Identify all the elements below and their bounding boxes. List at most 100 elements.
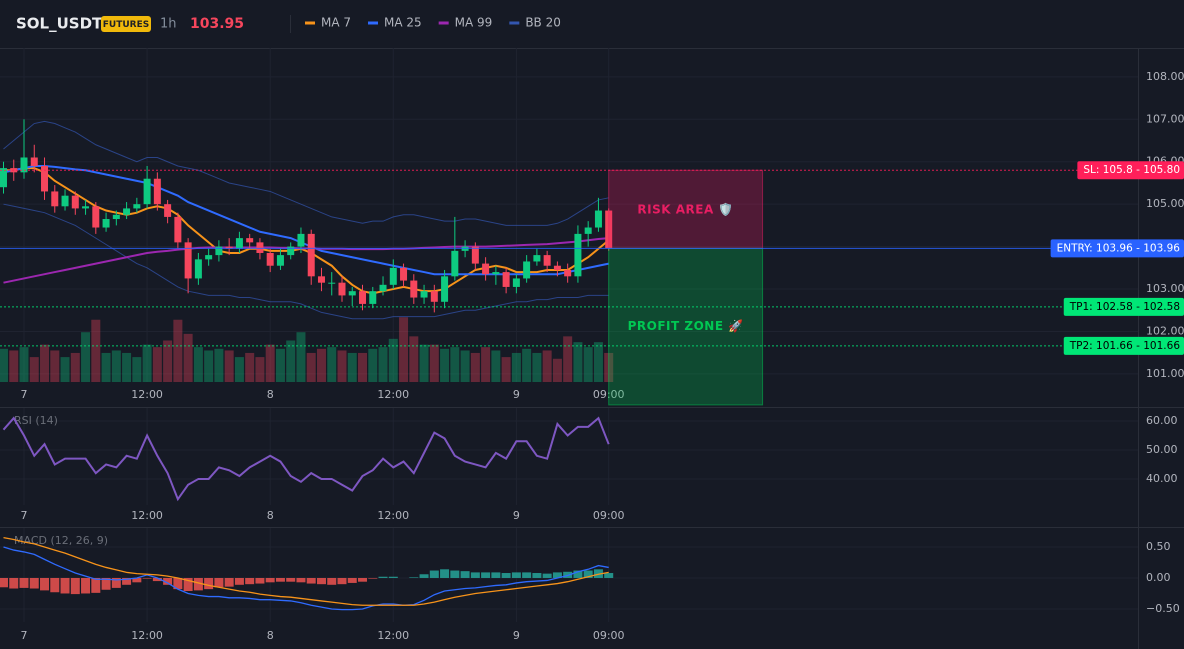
histogram-bar — [491, 572, 501, 578]
candle-body — [317, 276, 325, 283]
volume-bar — [214, 348, 224, 382]
x-tick-label: 9 — [513, 388, 520, 401]
y-tick-label: 103.00 — [1146, 282, 1184, 295]
volume-bar — [306, 352, 316, 382]
legend-label: BB 20 — [525, 16, 561, 30]
volume-bar — [388, 338, 398, 382]
histogram-bar — [0, 577, 8, 588]
volume-bar — [440, 348, 450, 382]
histogram-bar — [450, 570, 460, 578]
level-label: ENTRY: 103.96 - 103.96 — [1057, 242, 1181, 254]
candle-body — [348, 291, 356, 296]
histogram-bar — [40, 577, 50, 591]
x-tick-label: 12:00 — [377, 629, 409, 642]
candle-body — [174, 216, 182, 243]
x-tick-label: 12:00 — [377, 388, 409, 401]
volume-bar — [234, 357, 244, 382]
volume-bar — [255, 357, 265, 382]
candle-body — [389, 267, 397, 285]
badge-background — [101, 16, 151, 32]
x-tick-label: 12:00 — [131, 629, 163, 642]
histogram-bar — [234, 577, 244, 585]
candle-body — [430, 291, 438, 302]
histogram-bar — [101, 577, 111, 590]
symbol: SOL_USDT — [16, 15, 103, 33]
x-tick-label: 09:00 — [593, 509, 625, 522]
candle-body — [215, 246, 223, 256]
volume-bar — [29, 357, 39, 382]
histogram-bar — [70, 577, 80, 595]
histogram-bar — [91, 577, 101, 593]
volume-bar — [573, 342, 583, 382]
volume-bar — [409, 336, 419, 382]
candle-body — [420, 291, 428, 298]
volume-bar — [296, 332, 306, 382]
candle-body — [82, 206, 90, 209]
candle-body — [451, 250, 459, 277]
histogram-bar — [296, 577, 306, 583]
bollinger-band — [3, 120, 609, 226]
histogram-bar — [122, 577, 132, 585]
badge: FUTURES — [103, 20, 149, 30]
volume-bar — [40, 344, 50, 382]
candle-body — [543, 255, 551, 266]
histogram-bar — [419, 574, 429, 578]
volume-bar — [101, 352, 111, 382]
histogram-bar — [542, 573, 552, 578]
x-tick-label: 7 — [21, 509, 28, 522]
y-tick-label: 108.00 — [1146, 70, 1184, 83]
candle-body — [471, 246, 479, 264]
histogram-bar — [501, 573, 511, 578]
histogram-bar — [132, 577, 142, 583]
y-tick-label: 0.50 — [1146, 540, 1171, 553]
histogram-bar — [193, 577, 203, 591]
histogram-bar — [409, 577, 419, 578]
histogram-bar — [552, 572, 562, 578]
y-tick-label: 107.00 — [1146, 112, 1184, 125]
histogram-bar — [255, 577, 265, 584]
histogram-bar — [152, 577, 162, 582]
volume-bar — [224, 350, 234, 382]
volume-bar — [583, 347, 593, 382]
x-tick-label: 9 — [513, 629, 520, 642]
histogram-bar — [429, 570, 439, 578]
volume-bar — [193, 347, 203, 382]
histogram-bar — [368, 577, 378, 579]
candle-body — [246, 238, 254, 243]
histogram-bar — [522, 572, 532, 578]
volume-bar — [378, 347, 388, 382]
candle-body — [143, 178, 151, 205]
volume-bar — [347, 352, 357, 382]
volume-bar — [142, 344, 152, 382]
histogram-bar — [327, 577, 337, 585]
histogram-bar — [81, 577, 91, 594]
macd-line — [3, 546, 609, 611]
volume-bar — [163, 340, 173, 382]
bollinger-band — [3, 203, 609, 320]
histogram-bar — [316, 577, 326, 585]
histogram-bar — [9, 577, 19, 589]
candle-body — [584, 227, 592, 234]
level-label-background — [1077, 161, 1184, 180]
moving-average — [3, 167, 610, 295]
candle-body — [225, 246, 233, 249]
volume-bar — [81, 332, 91, 382]
candle-body — [194, 259, 202, 279]
x-tick-label: 7 — [21, 629, 28, 642]
trade-zone — [608, 169, 764, 249]
legend-label: MA 7 — [321, 16, 351, 30]
y-tick-label: 101.00 — [1146, 367, 1184, 380]
interval: 1h — [160, 17, 177, 32]
histogram-bar — [50, 577, 60, 593]
volume-bar — [532, 352, 542, 382]
candle-body — [564, 269, 572, 277]
histogram-bar — [583, 570, 593, 578]
histogram-bar — [60, 577, 70, 594]
histogram-bar — [573, 570, 583, 578]
candle-body — [205, 255, 213, 260]
candle-body — [369, 291, 377, 304]
volume-bar — [60, 357, 70, 382]
histogram-bar — [275, 577, 285, 582]
volume-bar — [368, 348, 378, 382]
volume-bar — [522, 348, 532, 382]
